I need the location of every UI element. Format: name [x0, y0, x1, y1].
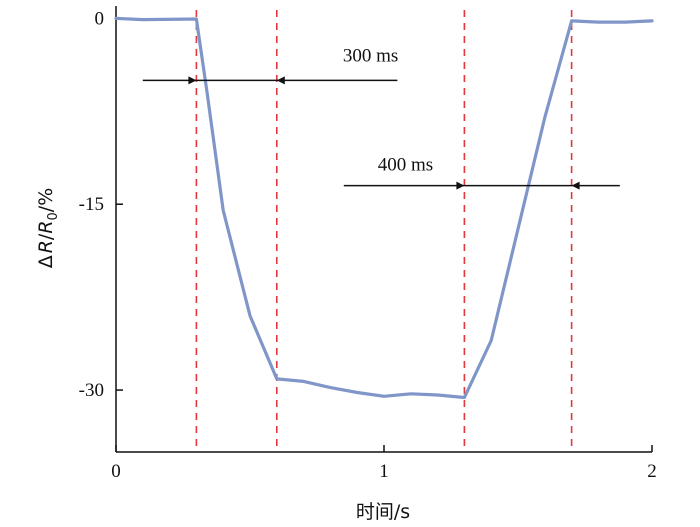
x-tick-label: 0: [111, 461, 121, 482]
series-layer: [114, 16, 654, 400]
y-axis-title: ΔR/R0/%: [35, 188, 61, 269]
y-tick-label: -30: [79, 380, 104, 401]
x-tick-label: 1: [379, 461, 389, 482]
x-tick-label: 2: [647, 461, 657, 482]
y-tick-label: 0: [95, 8, 105, 29]
axes: [115, 6, 653, 453]
x-axis-title: 时间/s: [356, 501, 410, 523]
vertical-markers: [195, 10, 573, 452]
y-tick-label: -15: [79, 194, 104, 215]
annotation-label: 400 ms: [378, 155, 433, 176]
annotations: 300 ms 400 ms: [142, 46, 620, 190]
series-line: [114, 16, 654, 400]
tick-labels: 0 -15 -30 0 1 2: [79, 8, 657, 482]
annotation-label: 300 ms: [343, 46, 398, 67]
